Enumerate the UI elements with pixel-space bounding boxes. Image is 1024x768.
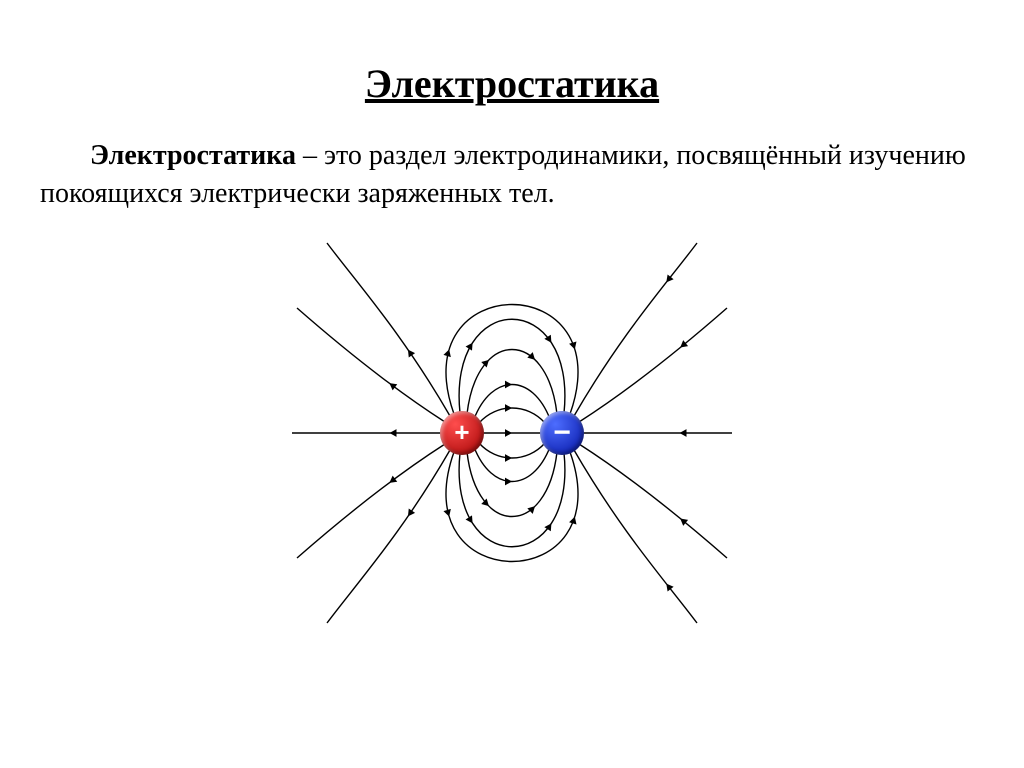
diagram-container: +− (0, 233, 1024, 633)
term: Электростатика (90, 140, 296, 171)
positive-charge-icon: + (440, 411, 484, 455)
electric-dipole-diagram: +− (282, 233, 742, 633)
definition-paragraph: Электростатика – это раздел электродинам… (0, 107, 1024, 213)
page-title: Электростатика (0, 0, 1024, 107)
negative-charge-icon: − (540, 411, 584, 455)
